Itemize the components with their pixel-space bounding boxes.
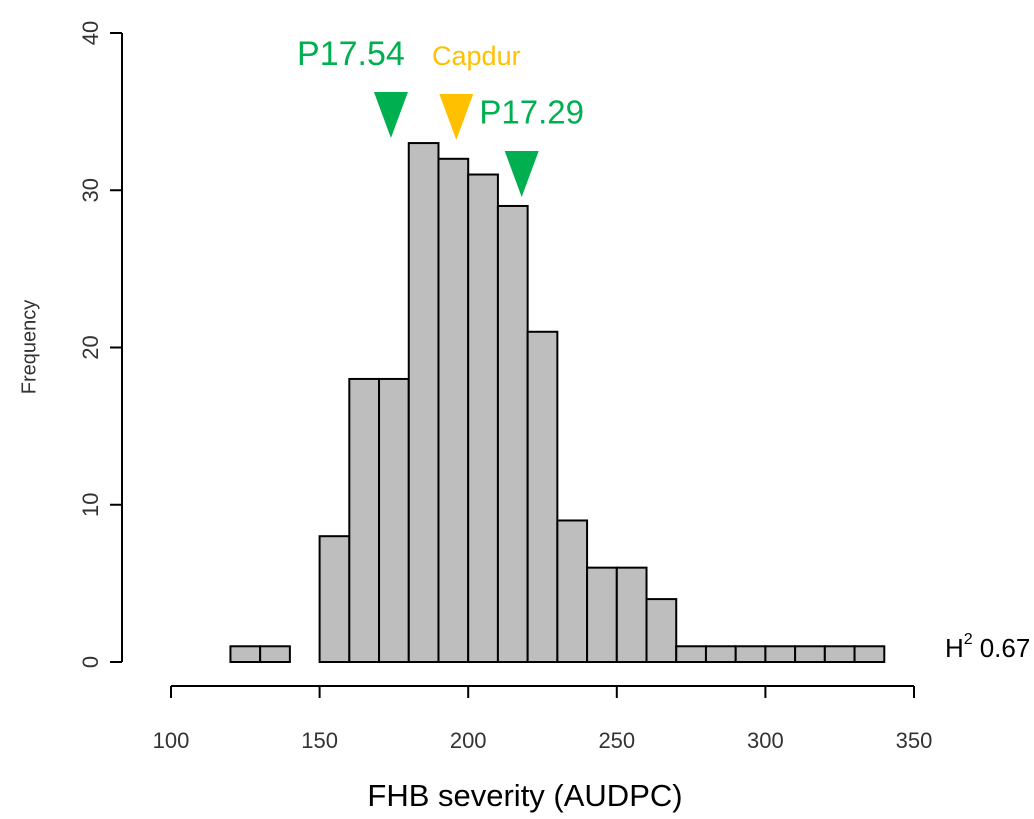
heritability-value: 0.67 <box>980 633 1031 663</box>
x-tick-label: 350 <box>896 728 933 753</box>
x-tick-label: 200 <box>450 728 487 753</box>
bar <box>467 173 499 663</box>
bar <box>645 598 678 663</box>
bar <box>348 377 381 663</box>
x-tick-label: 100 <box>153 728 190 753</box>
x-tick-label: 250 <box>598 728 635 753</box>
x-axis-label: FHB severity (AUDPC) <box>367 778 682 813</box>
y-axis-label: Frequency <box>18 300 40 395</box>
y-tick-label: 20 <box>78 335 103 359</box>
x-tick-label: 300 <box>747 728 784 753</box>
bar <box>259 645 291 664</box>
bar <box>675 645 707 664</box>
annotation-label: P17.29 <box>479 94 584 131</box>
bar <box>526 330 559 663</box>
bar <box>586 566 618 664</box>
bar <box>823 645 856 664</box>
y-tick-label: 10 <box>78 493 103 517</box>
heritability-symbol: H <box>945 633 964 663</box>
bar <box>437 157 470 664</box>
bar <box>556 519 589 663</box>
bar <box>764 645 797 664</box>
bar <box>229 645 262 664</box>
x-tick-label: 150 <box>301 728 338 753</box>
annotation-arrow <box>439 94 474 140</box>
annotation-arrow <box>373 92 408 138</box>
y-tick-label: 30 <box>78 178 103 202</box>
y-tick-label: 0 <box>78 656 103 668</box>
annotation-label: Capdur <box>432 41 521 71</box>
bar <box>734 645 767 664</box>
bar <box>615 566 648 664</box>
bar <box>496 204 529 663</box>
bar <box>318 535 351 664</box>
annotation-label: P17.54 <box>297 35 405 73</box>
bar <box>378 377 410 663</box>
bar <box>853 645 886 664</box>
heritability-superscript: 2 <box>964 631 973 648</box>
y-tick-label: 40 <box>78 21 103 45</box>
bar <box>794 645 826 664</box>
bar <box>407 142 440 663</box>
bar <box>704 645 737 664</box>
heritability-label: H2 0.67 <box>945 631 1030 663</box>
annotation-arrow <box>504 151 539 197</box>
